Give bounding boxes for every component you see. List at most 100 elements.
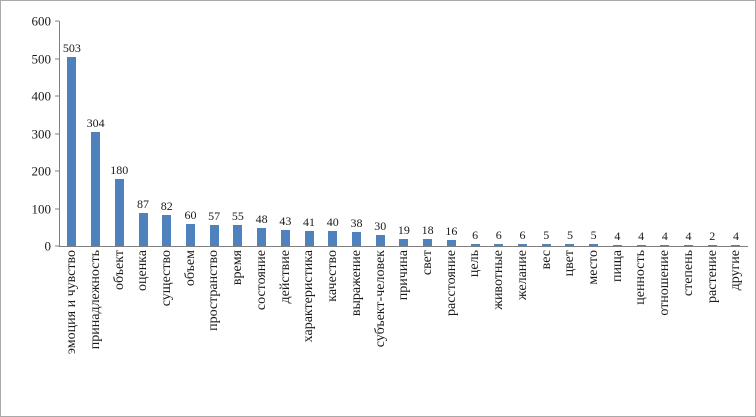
bar-zone: 6 bbox=[463, 21, 487, 246]
x-axis-category-label: время bbox=[230, 250, 246, 286]
bar-zone: 38 bbox=[345, 21, 369, 246]
x-label-cell: другие bbox=[724, 246, 748, 406]
x-axis-category-label: желание bbox=[514, 250, 530, 301]
bar-zone: 57 bbox=[202, 21, 226, 246]
bar-group: 4 другие bbox=[724, 21, 748, 406]
bar bbox=[209, 224, 219, 246]
x-label-cell: характеристика bbox=[297, 246, 321, 406]
x-axis-category-label: оценка bbox=[135, 250, 151, 292]
bar-group: 60 объем bbox=[179, 21, 203, 406]
x-axis-category-label: ценность bbox=[633, 250, 649, 305]
bar-zone: 43 bbox=[273, 21, 297, 246]
x-label-cell: отношение bbox=[653, 246, 677, 406]
bar-zone: 40 bbox=[321, 21, 345, 246]
bar bbox=[541, 244, 551, 246]
bar-value-label: 6 bbox=[519, 227, 526, 242]
bar-value-label: 304 bbox=[86, 116, 105, 130]
bar bbox=[612, 244, 622, 246]
x-label-cell: существо bbox=[155, 246, 179, 406]
bar-zone: 5 bbox=[558, 21, 582, 246]
bar-group: 38 выражение bbox=[345, 21, 369, 406]
bar-value-label: 60 bbox=[184, 207, 197, 222]
bar-zone: 503 bbox=[60, 21, 84, 246]
x-label-cell: степень bbox=[677, 246, 701, 406]
bar-zone: 60 bbox=[179, 21, 203, 246]
x-axis-category-label: степень bbox=[680, 250, 696, 297]
bar-value-label: 5 bbox=[566, 228, 573, 243]
x-label-cell: свет bbox=[416, 246, 440, 406]
bar bbox=[423, 239, 433, 246]
y-axis-tick-mark bbox=[55, 208, 59, 209]
bar-value-label: 82 bbox=[160, 199, 173, 214]
bar-group: 5 место bbox=[582, 21, 606, 406]
bar-value-label: 6 bbox=[472, 227, 479, 242]
bar-zone: 180 bbox=[107, 21, 131, 246]
x-label-cell: объем bbox=[179, 246, 203, 406]
x-axis-category-label: субъект-человек bbox=[372, 250, 388, 348]
bar bbox=[518, 243, 528, 246]
bar bbox=[589, 244, 599, 246]
y-axis-tick: 500 bbox=[1, 52, 59, 65]
bar bbox=[470, 243, 480, 246]
bar-group: 43 действие bbox=[273, 21, 297, 406]
bar-group: 4 отношение bbox=[653, 21, 677, 406]
bar bbox=[91, 132, 101, 246]
bar-zone: 82 bbox=[155, 21, 179, 246]
x-axis-category-label: свет bbox=[419, 250, 435, 276]
x-axis-category-label: выражение bbox=[348, 250, 364, 317]
bar-group: 5 цвет bbox=[558, 21, 582, 406]
bar-group: 6 желание bbox=[511, 21, 535, 406]
x-label-cell: ценность bbox=[629, 246, 653, 406]
bar-group: 5 вес bbox=[534, 21, 558, 406]
bar-value-label: 4 bbox=[732, 228, 739, 243]
bar bbox=[328, 231, 338, 246]
x-axis-category-label: другие bbox=[728, 250, 744, 291]
x-axis-category-label: причина bbox=[396, 250, 412, 301]
y-axis-tick: 100 bbox=[1, 202, 59, 215]
bar bbox=[138, 213, 148, 246]
x-axis-category-label: растение bbox=[704, 250, 720, 303]
bar-value-label: 4 bbox=[614, 228, 621, 243]
y-axis-tick-label: 500 bbox=[31, 51, 52, 66]
x-label-cell: место bbox=[582, 246, 606, 406]
bar-value-label: 57 bbox=[208, 208, 221, 223]
bar-value-label: 4 bbox=[661, 228, 668, 243]
x-axis-category-label: пространство bbox=[206, 250, 222, 331]
bar-zone: 304 bbox=[84, 21, 108, 246]
x-axis-category-label: действие bbox=[277, 250, 293, 304]
x-axis-category-label: объект bbox=[111, 250, 127, 290]
bar-group: 503 эмоция и чувство bbox=[60, 21, 84, 406]
bar bbox=[257, 228, 267, 246]
x-axis-category-label: цвет bbox=[562, 250, 578, 277]
bar-group: 2 растение bbox=[700, 21, 724, 406]
bar-zone: 5 bbox=[534, 21, 558, 246]
bar-group: 48 состояние bbox=[250, 21, 274, 406]
x-axis-category-label: объем bbox=[182, 250, 198, 287]
x-axis-category-label: качество bbox=[325, 250, 341, 302]
x-label-cell: пространство bbox=[202, 246, 226, 406]
bar bbox=[399, 238, 409, 246]
bar-value-label: 43 bbox=[279, 213, 292, 228]
bars-and-labels: 503 эмоция и чувство 304 принадлежность … bbox=[60, 21, 748, 406]
bar bbox=[67, 57, 77, 246]
x-label-cell: животные bbox=[487, 246, 511, 406]
x-axis-category-label: расстояние bbox=[443, 250, 459, 316]
bar bbox=[185, 223, 195, 246]
x-label-cell: причина bbox=[392, 246, 416, 406]
bar-value-label: 503 bbox=[62, 41, 81, 56]
bar-group: 82 существо bbox=[155, 21, 179, 406]
y-axis-tick: 0 bbox=[1, 240, 59, 253]
bar-group: 4 степень bbox=[677, 21, 701, 406]
bar-value-label: 38 bbox=[350, 215, 363, 230]
bar bbox=[446, 240, 456, 246]
y-axis-tick-label: 400 bbox=[31, 88, 52, 104]
x-label-cell: качество bbox=[321, 246, 345, 406]
x-axis-category-label: цель bbox=[467, 250, 483, 278]
bar bbox=[162, 215, 172, 246]
bar-zone: 30 bbox=[368, 21, 392, 246]
y-axis-tick-mark bbox=[55, 58, 59, 59]
bar bbox=[660, 244, 670, 246]
bar bbox=[233, 225, 243, 246]
y-axis-tick: 400 bbox=[1, 90, 59, 103]
bar-group: 18 свет bbox=[416, 21, 440, 406]
